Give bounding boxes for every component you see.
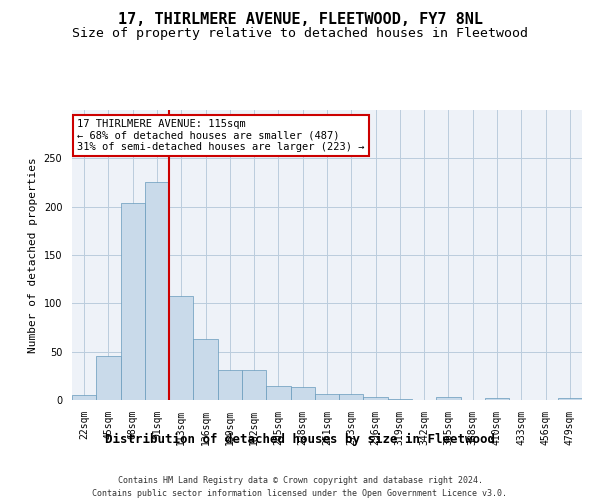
Text: Contains public sector information licensed under the Open Government Licence v3: Contains public sector information licen… [92,489,508,498]
Y-axis label: Number of detached properties: Number of detached properties [28,157,38,353]
Bar [558,398,582,400]
Bar [388,399,412,400]
Bar [96,356,121,400]
Bar [485,398,509,400]
Bar [121,203,145,400]
Bar [315,394,339,400]
Bar [266,386,290,400]
Bar [218,370,242,400]
Bar [290,388,315,400]
Text: 17 THIRLMERE AVENUE: 115sqm
← 68% of detached houses are smaller (487)
31% of se: 17 THIRLMERE AVENUE: 115sqm ← 68% of det… [77,118,365,152]
Bar [242,370,266,400]
Bar [364,397,388,400]
Bar [145,182,169,400]
Text: Size of property relative to detached houses in Fleetwood: Size of property relative to detached ho… [72,28,528,40]
Text: Distribution of detached houses by size in Fleetwood: Distribution of detached houses by size … [105,432,495,446]
Text: Contains HM Land Registry data © Crown copyright and database right 2024.: Contains HM Land Registry data © Crown c… [118,476,482,485]
Bar [339,394,364,400]
Bar [72,395,96,400]
Bar [193,339,218,400]
Bar [436,397,461,400]
Bar [169,296,193,400]
Text: 17, THIRLMERE AVENUE, FLEETWOOD, FY7 8NL: 17, THIRLMERE AVENUE, FLEETWOOD, FY7 8NL [118,12,482,28]
